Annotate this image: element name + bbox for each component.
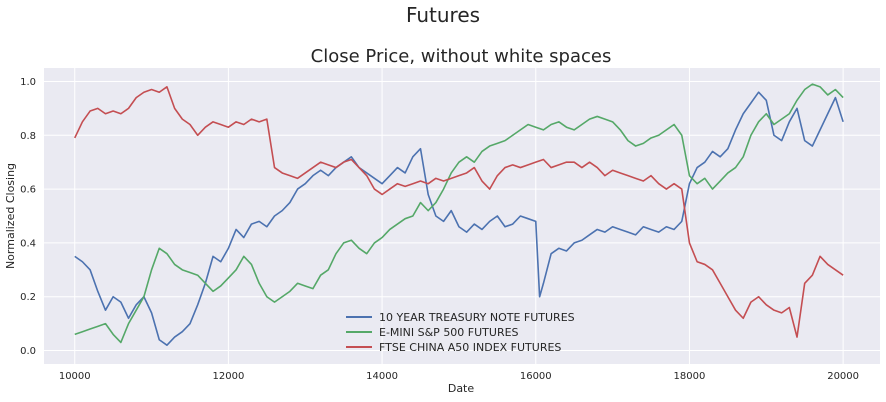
chart-title: Close Price, without white spaces (311, 46, 612, 67)
x-tick-label: 12000 (213, 371, 245, 382)
x-tick-label: 16000 (520, 371, 552, 382)
legend-label-2: FTSE CHINA A50 INDEX FUTURES (379, 341, 561, 354)
y-axis-label: Normalized Closing (4, 163, 17, 269)
y-tick-label: 0.0 (20, 346, 36, 357)
y-tick-label: 0.2 (20, 292, 36, 303)
y-tick-labels: 0.0 0.2 0.4 0.6 0.8 1.0 (20, 77, 36, 357)
legend-label-0: 10 YEAR TREASURY NOTE FUTURES (379, 311, 575, 324)
y-tick-label: 0.8 (20, 131, 36, 142)
x-tick-label: 20000 (827, 371, 859, 382)
x-axis-label: Date (448, 382, 475, 395)
y-tick-label: 0.6 (20, 185, 36, 196)
y-tick-label: 1.0 (20, 77, 36, 88)
series-line-0 (74, 91, 844, 346)
x-tick-label: 14000 (366, 371, 398, 382)
figure-suptitle: Futures (406, 3, 480, 27)
series-line-2 (74, 86, 844, 338)
series-line-1 (74, 83, 844, 344)
series-lines (74, 83, 844, 346)
legend-label-1: E-MINI S&P 500 FUTURES (379, 326, 519, 339)
x-tick-label: 18000 (674, 371, 706, 382)
grid-lines (44, 68, 880, 364)
x-tick-labels: 10000 12000 14000 16000 18000 20000 (59, 371, 859, 382)
legend: 10 YEAR TREASURY NOTE FUTURES E-MINI S&P … (346, 311, 575, 354)
y-tick-label: 0.4 (20, 238, 36, 249)
x-tick-label: 10000 (59, 371, 91, 382)
